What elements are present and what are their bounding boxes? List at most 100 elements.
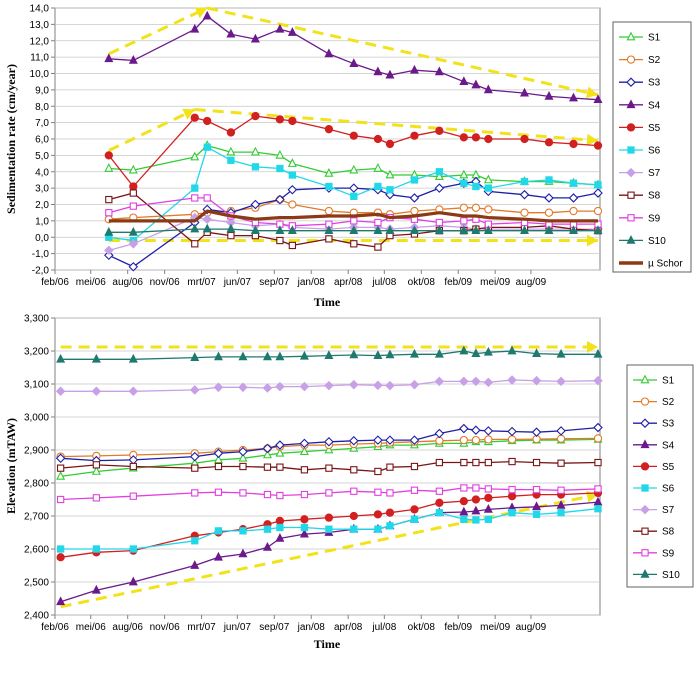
data-point-s6 (276, 164, 284, 173)
data-point-s4 (349, 58, 359, 68)
data-point-s10 (202, 223, 212, 233)
data-point-s8 (410, 462, 419, 471)
data-point-s5 (484, 134, 493, 144)
data-point-s10 (226, 223, 236, 233)
data-point-s9 (56, 495, 65, 504)
data-point-s6 (435, 509, 444, 517)
data-point-s1 (226, 146, 236, 156)
data-point-s2 (471, 203, 481, 212)
data-point-s1 (349, 164, 359, 174)
data-point-s8 (374, 243, 382, 251)
legend-label-s2: S2 (648, 55, 661, 66)
top-x-tick-label: apr/08 (334, 277, 363, 288)
data-point-s6 (594, 505, 602, 513)
data-point-s3 (104, 250, 114, 261)
data-point-s3 (373, 435, 383, 445)
data-point-s6 (239, 527, 247, 535)
data-point-s9 (484, 485, 492, 493)
data-point-s7 (275, 381, 285, 392)
sedimentation-rate-chart: -2,0 -1,0 0,0 1,0 2,0 3,0 4,0 5,0 6,0 7,0 8,0 9,0 10… (4, 4, 692, 309)
data-point-s8 (56, 464, 65, 472)
data-point-s5 (251, 111, 260, 121)
legend-marker-s2 (640, 397, 650, 406)
elevation-chart: 2,400 2,500 2,600 2,700 2,800 2,900 3,000 3,100… (4, 314, 694, 651)
data-point-s3 (434, 183, 445, 193)
legend-label-s3: S3 (648, 78, 661, 89)
data-point-s6 (557, 509, 565, 517)
data-point-s5 (300, 515, 309, 524)
data-point-s6 (410, 176, 419, 184)
data-point-s3 (483, 426, 494, 436)
data-point-s2 (484, 435, 493, 444)
data-point-s6 (191, 184, 199, 192)
data-point-s5 (324, 125, 334, 134)
data-point-s8 (325, 464, 333, 472)
data-point-s3 (275, 194, 285, 205)
bottom-x-tick-label: jan/08 (297, 622, 326, 633)
data-point-s2 (520, 208, 529, 217)
data-point-s3 (544, 193, 554, 203)
legend-label-s9: S9 (648, 213, 661, 224)
data-point-s10 (250, 225, 260, 235)
data-point-s7 (128, 386, 139, 397)
top-y-tick-label: -1,0 (32, 249, 50, 260)
data-point-s6 (472, 182, 480, 191)
data-point-s4 (275, 533, 285, 542)
data-point-s7 (556, 376, 566, 387)
legend-label-s10: S10 (662, 570, 680, 581)
data-point-s8 (484, 458, 492, 467)
data-point-s9 (350, 217, 358, 225)
data-point-s4 (532, 501, 542, 511)
data-point-s7 (202, 214, 212, 225)
data-point-s9 (435, 487, 444, 495)
data-point-s6 (460, 179, 468, 187)
data-point-s8 (227, 231, 235, 240)
data-point-s1 (56, 470, 66, 480)
series-line-s1 (60, 438, 599, 478)
data-point-s4 (324, 48, 334, 58)
data-point-s3 (568, 193, 579, 203)
data-point-s2 (484, 205, 493, 214)
data-point-s4 (238, 548, 248, 558)
data-point-s3 (385, 435, 395, 445)
data-point-s1 (287, 158, 297, 167)
data-point-s5 (520, 134, 529, 144)
data-point-s5 (385, 508, 395, 517)
data-point-s4 (409, 64, 419, 74)
data-point-s3 (593, 188, 603, 198)
legend-label-s3: S3 (662, 419, 675, 430)
data-point-s9 (435, 218, 444, 227)
data-point-s6 (374, 525, 382, 533)
data-point-s1 (434, 171, 444, 181)
top-y-tick-label: 0,0 (35, 233, 49, 244)
data-point-s9 (508, 485, 516, 494)
bottom-y-tick-label: 2,900 (24, 446, 49, 457)
data-point-s1 (483, 174, 493, 184)
data-point-s4 (213, 551, 223, 561)
data-point-s4 (128, 576, 138, 586)
legend-marker-s7 (640, 504, 650, 515)
data-point-s5 (349, 131, 358, 140)
trend-line (194, 108, 599, 143)
top-legend: S1 S2 S3 S4 S5 S6 S7 S8 S9 S10 µ Schor (612, 21, 692, 273)
top-y-tick-label: 3,0 (35, 184, 49, 195)
data-point-s5 (56, 553, 65, 562)
data-point-s4 (202, 10, 212, 20)
bottom-x-tick-label: aug/06 (112, 622, 143, 633)
bottom-y-tick-label: 3,200 (24, 347, 49, 358)
bottom-x-tick-label: okt/08 (408, 622, 436, 633)
data-point-s2 (507, 435, 517, 444)
data-point-s9 (472, 484, 480, 492)
legend-label-s1: S1 (648, 33, 661, 44)
data-point-s5 (275, 516, 285, 526)
data-point-s2 (324, 206, 334, 216)
data-point-s6 (386, 186, 394, 194)
data-point-s6 (251, 163, 260, 171)
data-point-s3 (409, 193, 420, 203)
data-point-s1 (324, 444, 334, 454)
legend-label-s1: S1 (662, 376, 675, 387)
data-point-s5 (190, 113, 199, 122)
top-y-tick-label: 1,0 (35, 216, 49, 227)
data-point-s8 (214, 462, 223, 471)
data-point-s10 (434, 225, 444, 235)
